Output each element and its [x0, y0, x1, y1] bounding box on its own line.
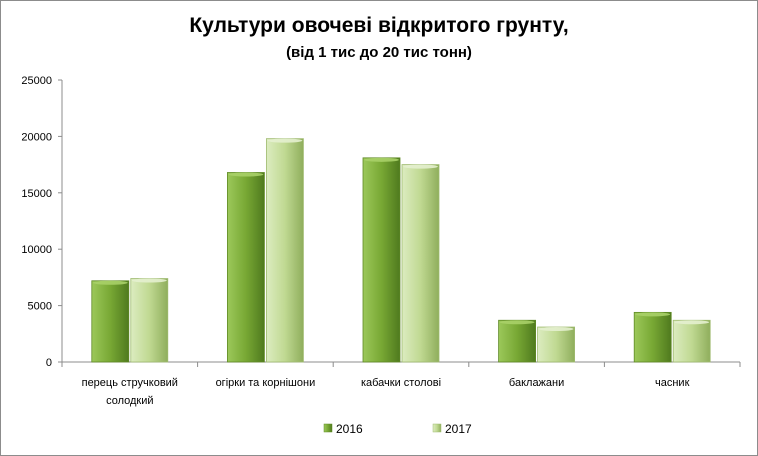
category-label: часник — [655, 377, 690, 389]
bar-top-2016-5 — [635, 312, 671, 317]
bar-top-2017-2 — [267, 138, 303, 143]
bar-2016-1 — [91, 280, 130, 363]
bar-2017-1 — [130, 278, 169, 363]
y-tick-label: 25000 — [21, 75, 52, 87]
bar-2017-3 — [401, 164, 440, 363]
y-tick-label: 15000 — [21, 188, 52, 200]
bar-2016-2 — [226, 172, 265, 363]
y-tick-label: 5000 — [28, 301, 52, 313]
category-label: перець стручковий — [82, 377, 178, 389]
chart-subtitle: (від 1 тис до 20 тис тонн) — [286, 44, 472, 61]
bar-top-2017-4 — [538, 327, 574, 332]
y-tick-label: 10000 — [21, 244, 52, 256]
bar-2017-4 — [537, 326, 575, 363]
bar-top-2017-3 — [403, 164, 438, 169]
bar-2017-2 — [265, 138, 304, 363]
legend-label-2016: 2016 — [336, 422, 363, 436]
legend-label-2017: 2017 — [445, 422, 472, 436]
category-label: баклажани — [509, 377, 564, 389]
y-tick-label: 20000 — [21, 131, 52, 143]
bar-2017-5 — [672, 319, 711, 363]
bar-top-2016-2 — [228, 172, 264, 177]
category-label: огірки та корнішони — [216, 377, 316, 389]
bar-top-2016-4 — [499, 320, 535, 325]
chart-title: Культури овочеві відкритого грунту, — [189, 14, 569, 37]
bar-2016-3 — [362, 157, 401, 363]
category-label-line2: солодкий — [106, 395, 153, 407]
bar-top-2016-3 — [364, 157, 399, 162]
y-tick-label: 0 — [46, 357, 52, 369]
bar-2016-4 — [498, 319, 537, 363]
bar-2016-5 — [633, 311, 672, 363]
bar-top-2016-1 — [92, 280, 128, 285]
category-label: кабачки столові — [361, 377, 441, 389]
bar-top-2017-1 — [131, 278, 167, 283]
legend-swatch-2017 — [432, 423, 442, 433]
legend-swatch-2016 — [323, 423, 333, 433]
bar-top-2017-5 — [674, 320, 710, 325]
